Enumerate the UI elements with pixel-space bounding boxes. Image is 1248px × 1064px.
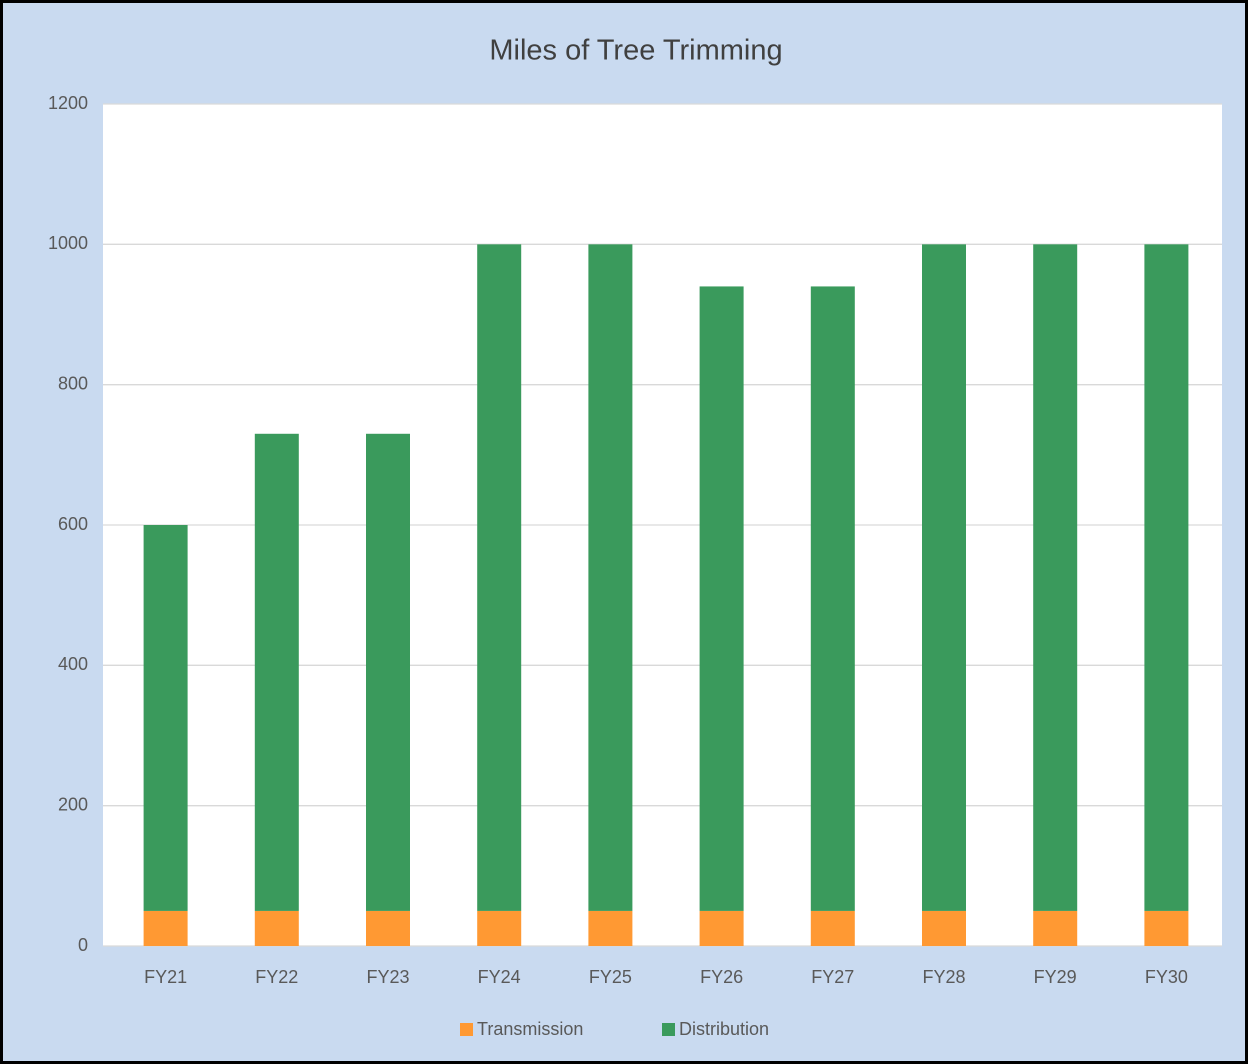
chart-title: Miles of Tree Trimming — [489, 35, 782, 67]
x-tick-label: FY25 — [589, 967, 632, 987]
bar-segment — [810, 286, 855, 911]
bar-segment — [810, 910, 855, 946]
x-tick-label: FY23 — [366, 967, 409, 987]
bar-segment — [366, 910, 410, 946]
bar-segment — [588, 244, 633, 911]
y-tick-label: 0 — [78, 935, 88, 955]
bar-segment — [1144, 244, 1189, 911]
y-tick-label: 1200 — [48, 93, 88, 113]
legend-label: Distribution — [679, 1019, 769, 1039]
bar-segment — [699, 910, 744, 946]
x-tick-label: FY24 — [478, 967, 521, 987]
bar-segment — [366, 433, 410, 911]
legend-label: Transmission — [477, 1019, 583, 1039]
bar-segment — [254, 910, 299, 946]
legend-swatch — [460, 1023, 473, 1036]
bar-segment — [1033, 244, 1078, 911]
bar-segment — [143, 910, 188, 946]
y-tick-label: 800 — [58, 373, 88, 393]
y-tick-label: 1000 — [48, 233, 88, 253]
bar-segment — [477, 910, 522, 946]
x-tick-label: FY27 — [811, 967, 854, 987]
x-tick-label: FY21 — [144, 967, 187, 987]
y-tick-label: 200 — [58, 794, 88, 814]
bar-segment — [699, 286, 744, 911]
bar-segment — [588, 910, 633, 946]
x-tick-label: FY30 — [1145, 967, 1188, 987]
x-tick-label: FY22 — [255, 967, 298, 987]
y-tick-label: 600 — [58, 514, 88, 534]
x-tick-label: FY29 — [1034, 967, 1077, 987]
bar-segment — [1033, 910, 1078, 946]
bar-segment — [922, 244, 966, 911]
bar-segment — [477, 244, 522, 911]
bar-segment — [254, 433, 299, 911]
x-tick-label: FY28 — [922, 967, 965, 987]
legend-swatch — [662, 1023, 675, 1036]
bar-segment — [1144, 910, 1189, 946]
bar-segment — [143, 525, 188, 911]
bar-segment — [922, 910, 966, 946]
x-tick-label: FY26 — [700, 967, 743, 987]
y-tick-label: 400 — [58, 654, 88, 674]
